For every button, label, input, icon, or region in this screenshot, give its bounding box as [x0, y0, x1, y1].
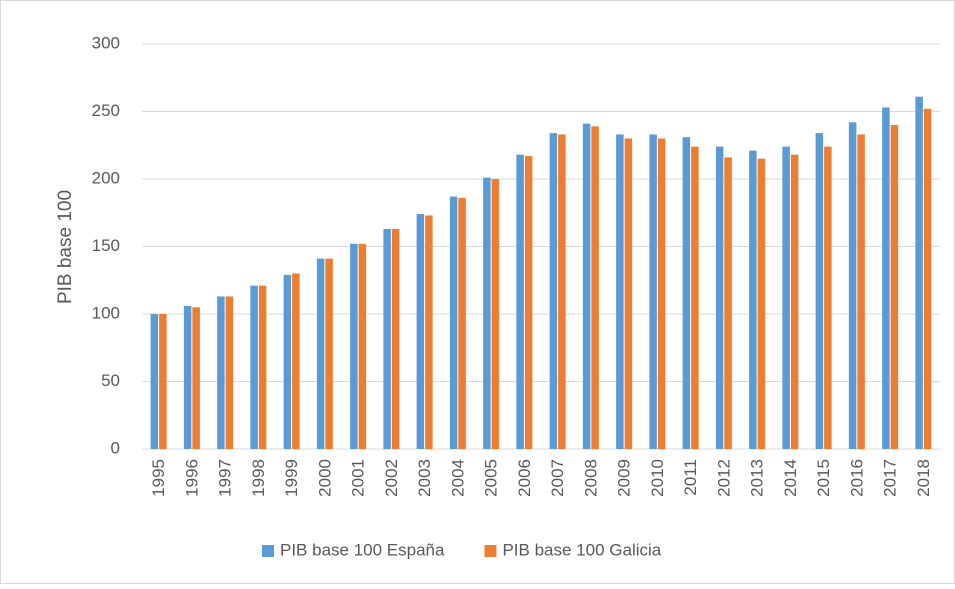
bar [882, 107, 890, 449]
x-tick-label: 2018 [914, 459, 933, 497]
bar [483, 177, 491, 449]
y-tick-label: 300 [92, 33, 120, 52]
legend-label: PIB base 100 España [280, 540, 445, 559]
x-tick-label: 1998 [249, 459, 268, 497]
bar [217, 296, 225, 449]
x-tick-label: 2005 [482, 459, 501, 497]
x-tick-label: 2017 [881, 459, 900, 497]
bar [815, 133, 824, 449]
bar [857, 134, 865, 449]
bar [558, 134, 566, 449]
bar [549, 133, 558, 449]
bar [790, 154, 799, 449]
bar [824, 146, 832, 449]
x-tick-label: 1999 [282, 459, 301, 497]
y-tick-label: 50 [101, 371, 120, 390]
bar [192, 307, 200, 449]
bar [848, 122, 857, 450]
y-tick-label: 200 [92, 168, 120, 187]
bar [383, 228, 391, 449]
bar [491, 179, 500, 449]
bar [715, 146, 724, 449]
bar [524, 156, 533, 450]
x-tick-label: 2011 [681, 459, 700, 496]
bar [616, 134, 624, 449]
x-tick-label: 2016 [847, 459, 866, 497]
bar [225, 296, 234, 449]
x-tick-label: 2014 [781, 459, 800, 497]
bar [258, 285, 267, 449]
bar [682, 137, 691, 449]
bar [782, 146, 790, 449]
x-tick-label: 2009 [615, 459, 634, 497]
bar [757, 158, 766, 449]
bar [749, 150, 757, 449]
x-tick-label: 2013 [748, 459, 767, 497]
legend-label: PIB base 100 Galicia [502, 540, 661, 559]
bar [516, 154, 524, 449]
bar [657, 138, 666, 449]
bar [150, 314, 159, 449]
bar [416, 214, 425, 449]
x-tick-label: 2003 [415, 459, 434, 497]
x-tick-label: 2002 [382, 459, 401, 497]
x-tick-label: 1997 [216, 459, 235, 497]
bar [316, 258, 325, 449]
bar [724, 157, 732, 449]
x-tick-label: 1996 [182, 459, 201, 497]
x-tick-label: 2012 [714, 459, 733, 497]
bar [458, 197, 466, 449]
x-tick-label: 2007 [548, 459, 567, 497]
y-tick-label: 100 [92, 303, 120, 322]
x-tick-label: 2000 [315, 459, 334, 497]
bar [358, 243, 367, 449]
legend-swatch [262, 545, 274, 557]
y-axis-label: PIB base 100 [55, 190, 76, 304]
bar [691, 146, 699, 449]
bar [325, 258, 333, 449]
x-tick-label: 2006 [515, 459, 534, 497]
x-tick-label: 1995 [149, 459, 168, 497]
bar [890, 125, 899, 449]
bar [391, 228, 400, 449]
bar [159, 314, 167, 449]
y-tick-label: 250 [92, 101, 120, 120]
bar [624, 138, 633, 449]
bar [425, 215, 433, 449]
x-tick-label: 2004 [448, 459, 467, 497]
bar [923, 108, 932, 450]
bar [915, 96, 923, 450]
bar [292, 273, 300, 449]
bar [350, 243, 358, 449]
bar [250, 285, 258, 449]
bar [449, 196, 458, 449]
bar [283, 274, 292, 449]
bar [649, 134, 657, 449]
bar [591, 126, 599, 449]
legend-swatch [484, 545, 497, 557]
x-tick-label: 2001 [349, 459, 368, 497]
y-tick-label: 0 [111, 438, 120, 457]
x-tick-label: 2008 [581, 459, 600, 497]
x-tick-label: 2010 [648, 459, 667, 497]
x-tick-label: 2015 [814, 459, 833, 497]
y-tick-label: 150 [92, 236, 120, 255]
bar [582, 123, 591, 450]
bar [183, 305, 192, 449]
